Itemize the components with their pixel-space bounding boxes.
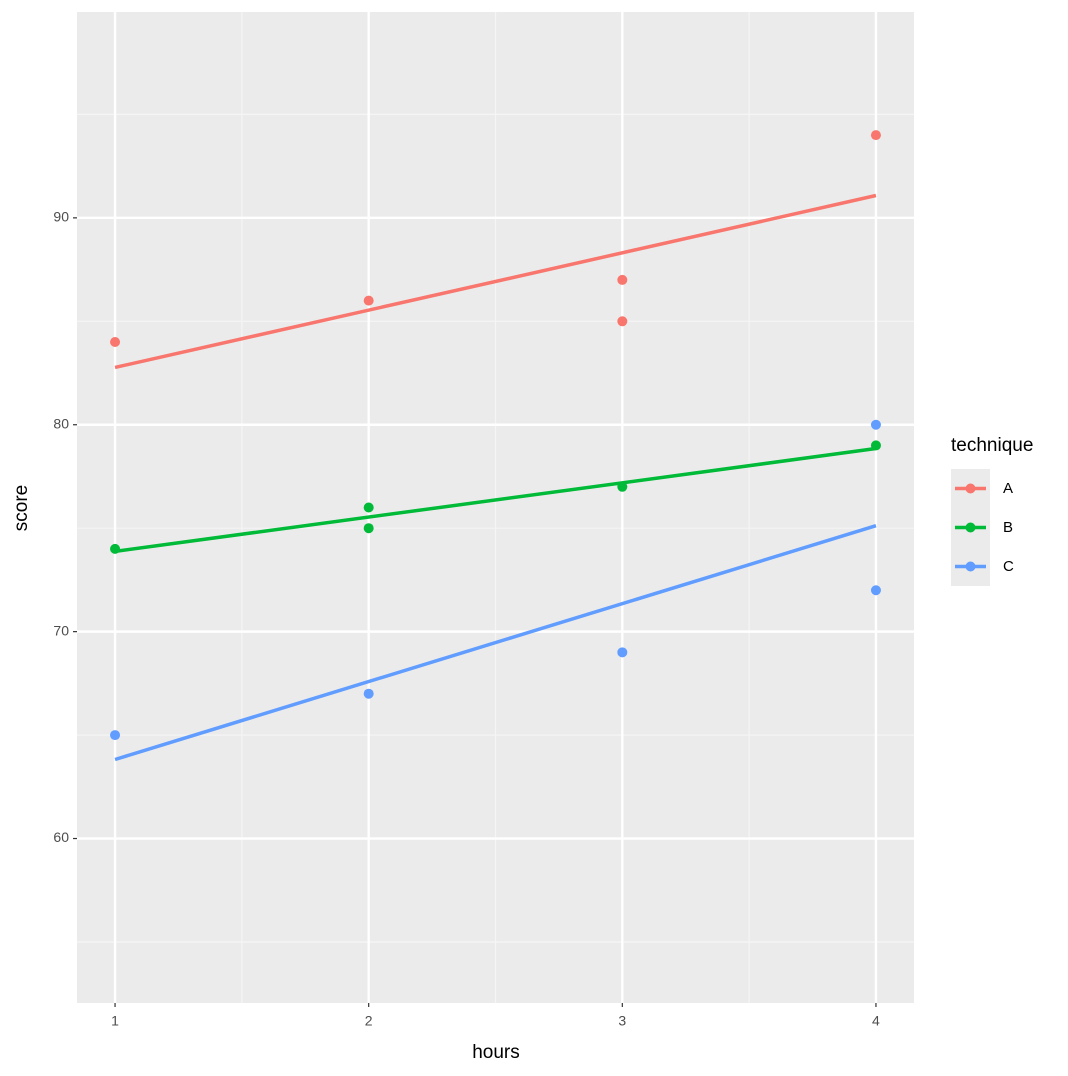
point [363,295,374,306]
x-axis-title: hours [472,1042,520,1063]
legend-point [965,483,976,494]
y-tick-label: 60 [53,829,69,845]
x-tick-label: 3 [618,1013,626,1029]
point [617,274,628,285]
fit-line [114,446,877,554]
fit-line [114,524,877,762]
y-tick-label: 90 [53,209,69,225]
x-tick-label: 1 [111,1013,119,1029]
point [617,316,628,327]
y-tick-label: 80 [53,415,69,431]
point [870,419,881,430]
legend-label: B [1003,519,1013,536]
point [363,502,374,513]
y-tick-label: 70 [53,622,69,638]
legend-label: C [1003,558,1014,575]
x-tick-label: 2 [365,1013,373,1029]
fit-line [114,193,877,370]
point [617,647,628,658]
point [870,130,881,141]
legend-point [965,522,976,533]
legend-title: technique [951,435,1033,456]
legend-point [965,561,976,572]
point [363,523,374,534]
point [110,336,121,347]
x-tick-label: 4 [872,1013,880,1029]
y-axis-title: score [11,485,32,531]
point [110,730,121,741]
point [870,585,881,596]
legend-label: A [1003,480,1013,497]
point [363,688,374,699]
